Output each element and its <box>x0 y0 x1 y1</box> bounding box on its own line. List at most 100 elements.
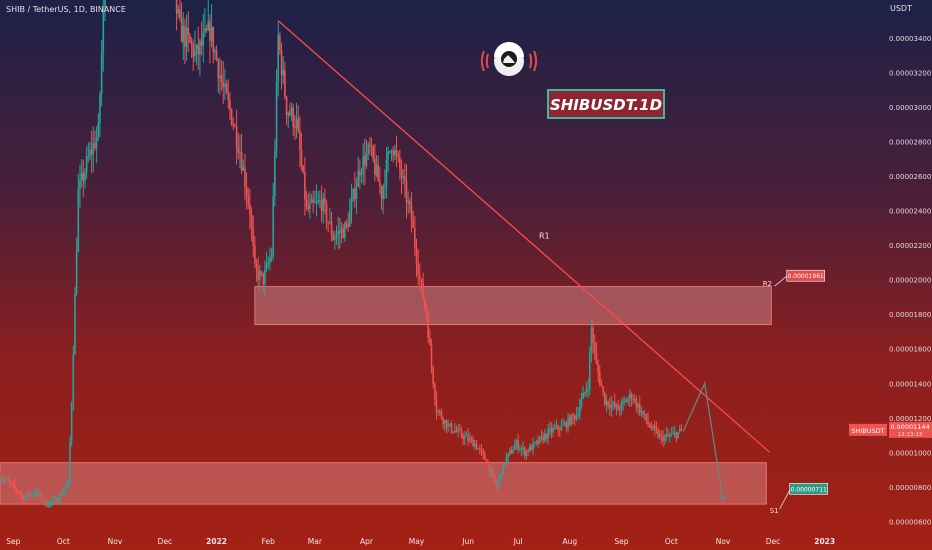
candle-body <box>287 112 290 116</box>
zones-layer <box>0 286 772 505</box>
candle-body <box>439 411 441 413</box>
candle-body <box>82 172 85 182</box>
candle-body <box>237 147 240 154</box>
candle-body <box>384 185 386 187</box>
candle-body <box>513 445 516 451</box>
candle-body <box>44 500 46 502</box>
candle-body <box>249 204 251 216</box>
candle-body <box>245 186 248 196</box>
candle-body <box>560 425 563 431</box>
candle-body <box>645 413 648 421</box>
candle-body <box>192 44 195 57</box>
candle-body <box>380 186 383 199</box>
candle-body <box>235 126 238 148</box>
x-tick-label: Mar <box>308 537 323 546</box>
candle-body <box>374 159 376 176</box>
x-tick-label: 2022 <box>206 537 227 546</box>
candle-body <box>295 118 298 129</box>
candle-body <box>582 392 584 399</box>
last-price-timer: 12:13:13 <box>898 432 923 438</box>
candle-body <box>620 402 623 411</box>
candle-body <box>304 171 306 200</box>
candle-body <box>257 269 260 280</box>
candle-body <box>583 391 586 393</box>
candle-body <box>262 272 265 285</box>
candle-body <box>517 440 519 450</box>
candle-body <box>399 157 401 170</box>
candle-body <box>0 479 3 481</box>
candle-body <box>603 391 606 405</box>
candle-body <box>187 27 190 36</box>
trendline-r1[interactable] <box>277 20 771 453</box>
candle-body <box>394 149 396 156</box>
candle-body <box>577 414 579 416</box>
candle-body <box>427 316 429 338</box>
x-tick-label: Oct <box>665 537 678 546</box>
candle-body <box>239 152 241 154</box>
candle-body <box>518 449 521 451</box>
candle-body <box>545 434 548 439</box>
candle-body <box>454 430 456 433</box>
candle-body <box>668 435 671 437</box>
candle-body <box>185 27 188 47</box>
candle-body <box>5 479 8 481</box>
candle-body <box>72 354 75 404</box>
candle-body <box>680 429 683 431</box>
candle-body <box>324 197 326 204</box>
candle-body <box>382 185 384 199</box>
candle-body <box>480 448 483 451</box>
candle-body <box>59 494 61 502</box>
candle-body <box>562 424 564 426</box>
candle-body <box>69 441 71 481</box>
candle-body <box>74 293 76 355</box>
y-unit: USDT <box>890 4 912 13</box>
candle-body <box>530 445 533 451</box>
candle-body <box>402 176 404 178</box>
candle-body <box>437 411 439 413</box>
s1-callout-line <box>779 490 791 510</box>
candle-body <box>663 436 666 442</box>
candle-body <box>80 172 83 181</box>
candle-body <box>532 442 534 451</box>
y-tick-label: 0.00001000 <box>889 449 931 457</box>
candle-body <box>652 425 654 429</box>
candle-body <box>602 386 604 392</box>
candle-body <box>422 281 424 299</box>
candle-body <box>474 443 476 447</box>
candle-body <box>673 432 676 434</box>
candle-body <box>387 151 389 160</box>
avatar-logo-icon <box>481 42 537 76</box>
candle-body <box>414 227 416 247</box>
candle-body <box>633 399 636 401</box>
candle-body <box>240 152 243 171</box>
candle-body <box>362 156 364 174</box>
candle-body <box>84 172 86 182</box>
candle-body <box>632 399 634 401</box>
candle-body <box>504 462 506 464</box>
candle-body <box>447 424 449 428</box>
candle-body <box>472 439 474 447</box>
candle-body <box>282 70 285 76</box>
candle-body <box>484 453 486 460</box>
candle-body <box>252 227 255 246</box>
candle-body <box>60 494 63 496</box>
candle-body <box>475 443 478 449</box>
candle-body <box>175 0 178 14</box>
candle-body <box>553 427 556 429</box>
candle-body <box>600 383 603 387</box>
labels-layer: R2 0.00001961 S1 0.00000711 SHIBUSDT 0.000011… <box>763 269 932 515</box>
candle-body <box>40 494 43 501</box>
candle-body <box>354 188 356 200</box>
title-banner: SHIBUSDT.1D <box>547 89 665 119</box>
x-tick-label: Aug <box>562 537 577 546</box>
s1-value-badge <box>789 482 828 495</box>
candle-body <box>290 107 293 116</box>
candle-body <box>487 464 489 466</box>
candle-body <box>274 151 276 196</box>
candle-body <box>17 491 20 494</box>
candle-body <box>407 200 409 203</box>
candle-body <box>14 484 16 489</box>
candle-body <box>189 35 191 43</box>
candle-body <box>42 500 45 502</box>
